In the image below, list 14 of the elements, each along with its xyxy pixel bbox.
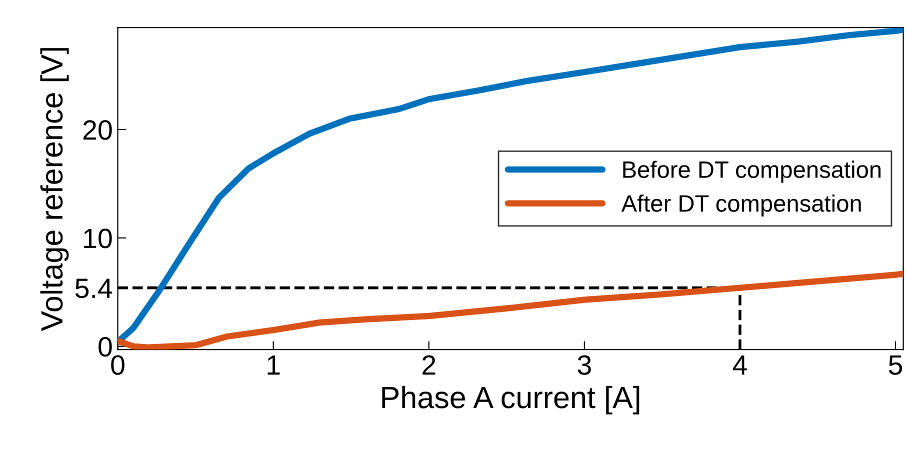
legend-label: After DT compensation	[621, 194, 861, 217]
y-tick-label: 0	[98, 337, 112, 357]
y-tick-label: 5.4	[75, 278, 112, 298]
x-axis-title: Phase A current [A]	[382, 386, 640, 414]
y-axis-title: Voltage reference [V]	[40, 48, 69, 332]
x-tick-label: 4	[732, 355, 747, 375]
y-tick-label: 20	[83, 120, 112, 140]
x-tick-label: 5	[888, 355, 902, 375]
y-tick-label: 10	[84, 228, 112, 248]
x-tick-label: 1	[268, 355, 280, 375]
x-tick-label: 3	[578, 355, 591, 375]
legend-label: Before DT compensation	[623, 160, 881, 183]
x-tick-label: 2	[422, 355, 436, 375]
x-tick-label: 0	[111, 355, 124, 375]
